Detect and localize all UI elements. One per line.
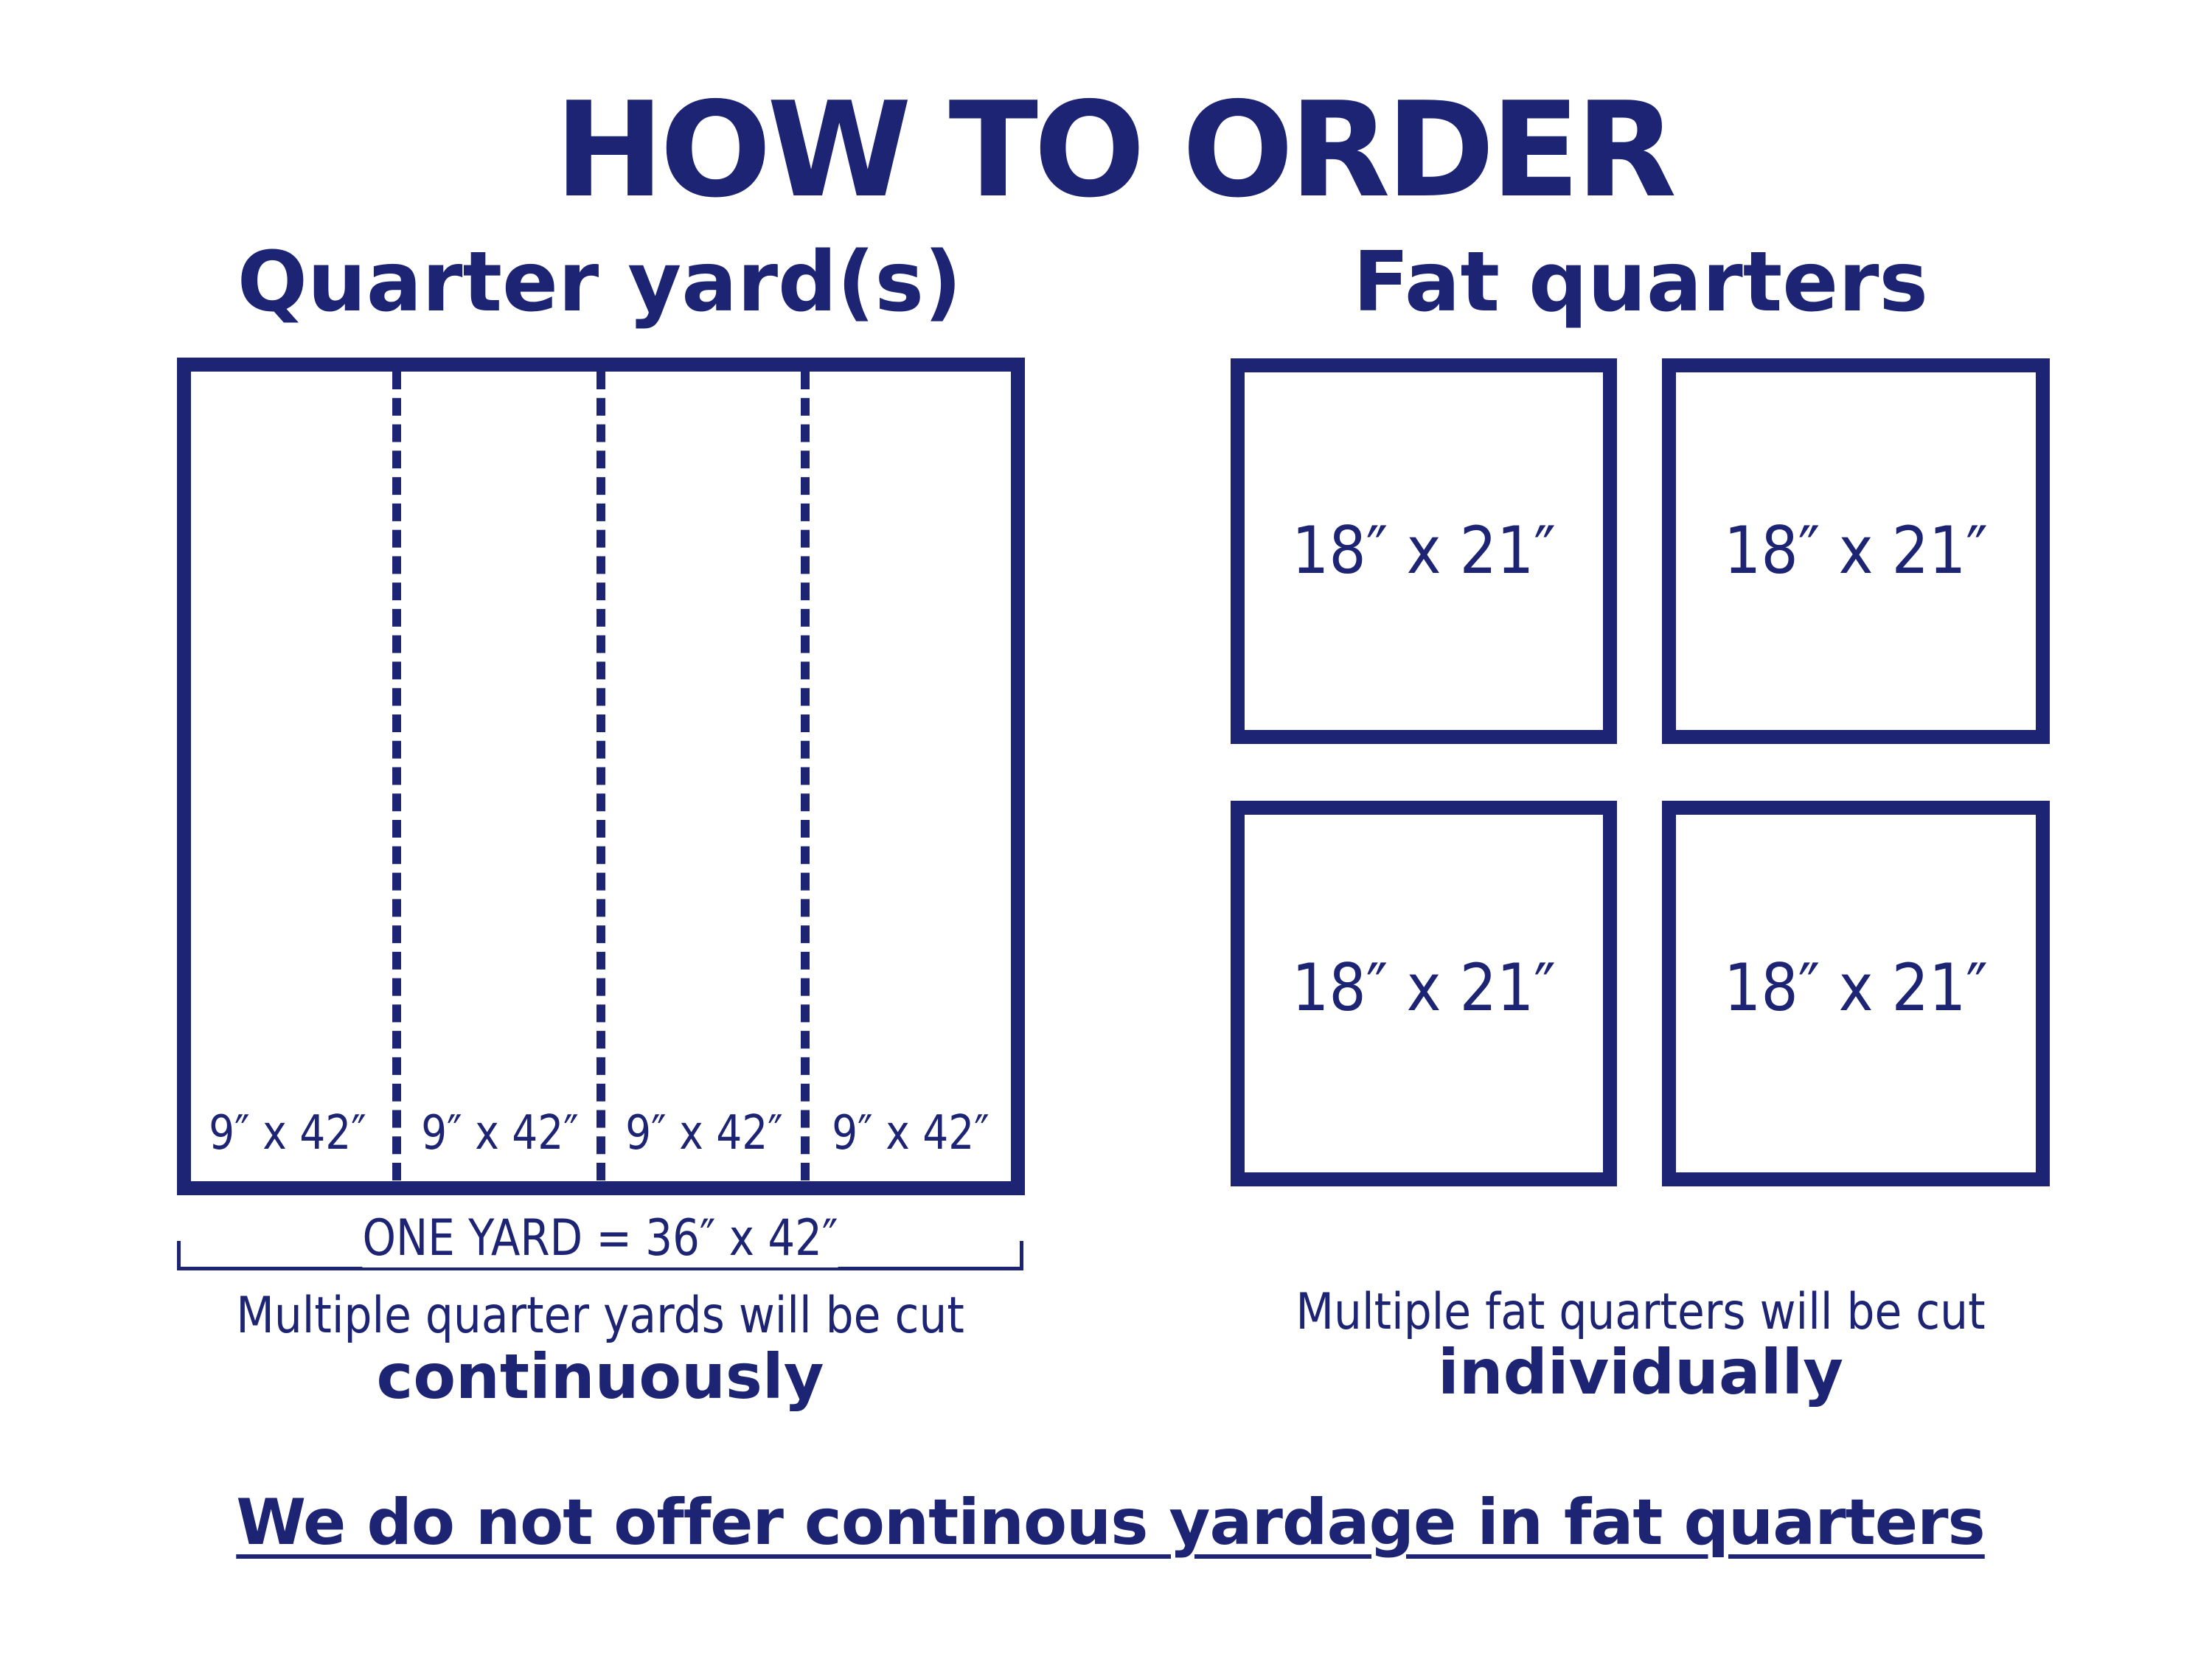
fat-quarter-emphasis: individually bbox=[1437, 1336, 1844, 1408]
quarter-yard-heading: Quarter yard(s) bbox=[237, 234, 962, 330]
one-yard-label: ONE YARD = 36″ x 42″ bbox=[362, 1209, 838, 1267]
fat-quarter-label: 18″ x 21″ bbox=[1292, 512, 1556, 588]
strip-label: 9″ x 42″ bbox=[421, 1106, 579, 1161]
quarter-yard-emphasis: continuously bbox=[376, 1340, 824, 1413]
dimension-bracket bbox=[177, 1241, 1023, 1270]
fat-quarters-heading: Fat quarters bbox=[1352, 234, 1929, 330]
cut-line bbox=[597, 372, 605, 1180]
fat-quarter-note: Multiple fat quarters will be cut bbox=[1295, 1283, 1986, 1341]
fat-quarter-box bbox=[1231, 801, 1617, 1186]
fat-quarter-box bbox=[1662, 358, 2050, 744]
fat-quarter-box bbox=[1231, 358, 1617, 744]
page-title: HOW TO ORDER bbox=[554, 74, 1677, 226]
quarter-yard-note: Multiple quarter yards will be cut bbox=[236, 1287, 964, 1345]
fat-quarter-label: 18″ x 21″ bbox=[1724, 512, 1988, 588]
strip-label: 9″ x 42″ bbox=[209, 1106, 366, 1161]
fat-quarter-label: 18″ x 21″ bbox=[1292, 950, 1556, 1026]
cut-line bbox=[801, 372, 810, 1180]
strip-label: 9″ x 42″ bbox=[625, 1106, 783, 1161]
cut-line bbox=[392, 372, 401, 1180]
fat-quarter-label: 18″ x 21″ bbox=[1724, 950, 1988, 1026]
footer-disclaimer: We do not offer continous yardage in fat… bbox=[236, 1486, 1985, 1559]
fat-quarter-box bbox=[1662, 801, 2050, 1186]
strip-label: 9″ x 42″ bbox=[832, 1106, 990, 1161]
